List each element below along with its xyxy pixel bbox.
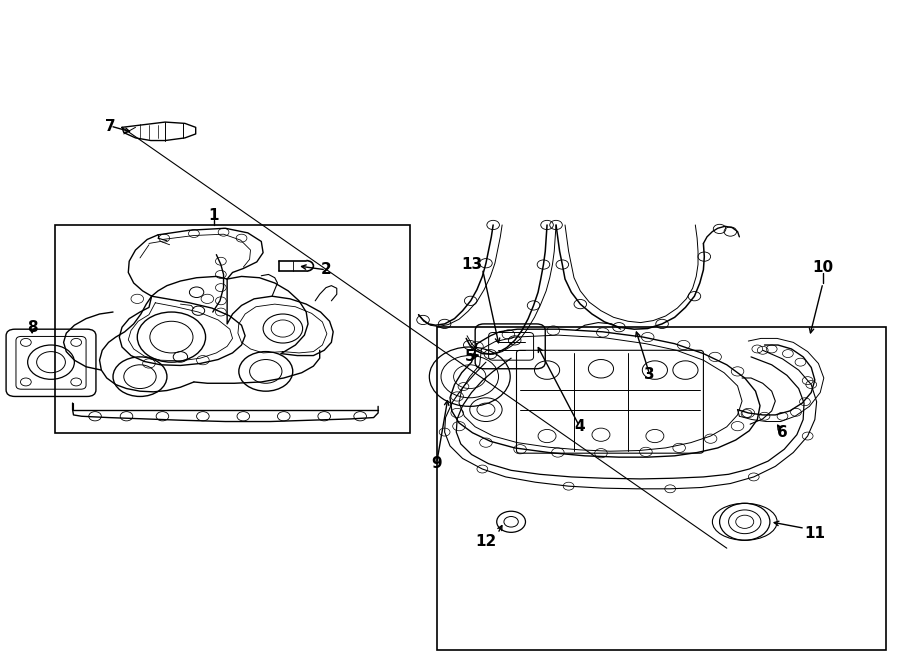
Text: 11: 11 <box>805 526 825 541</box>
Text: 2: 2 <box>320 262 331 278</box>
Text: 7: 7 <box>105 118 115 134</box>
Text: 4: 4 <box>574 418 585 434</box>
Text: 1: 1 <box>209 208 219 223</box>
Text: 6: 6 <box>777 425 788 440</box>
Text: 13: 13 <box>461 257 482 272</box>
Text: 3: 3 <box>644 367 655 381</box>
Text: 5: 5 <box>464 350 475 364</box>
Text: 10: 10 <box>813 260 833 275</box>
Text: 8: 8 <box>27 320 38 334</box>
Text: 9: 9 <box>431 456 442 471</box>
Text: 12: 12 <box>475 534 497 549</box>
Bar <box>436 327 886 650</box>
Bar <box>55 225 410 433</box>
